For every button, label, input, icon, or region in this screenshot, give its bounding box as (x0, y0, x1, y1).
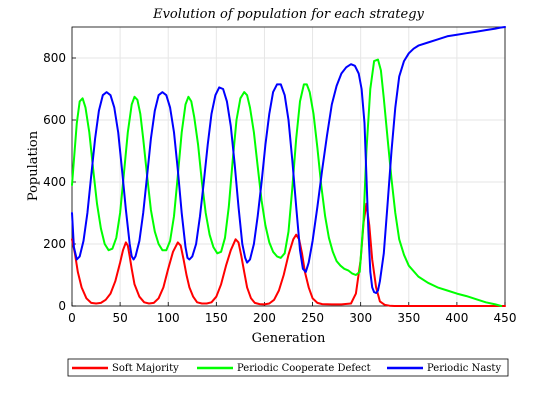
x-tick-label: 200 (253, 311, 276, 325)
x-axis-label: Generation (252, 331, 326, 346)
legend-label: Periodic Cooperate Defect (237, 363, 371, 374)
x-tick-label: 150 (205, 311, 228, 325)
y-tick-label: 200 (43, 237, 66, 251)
x-tick-label: 0 (68, 311, 76, 325)
y-tick-label: 0 (58, 299, 66, 313)
x-tick-label: 300 (349, 311, 372, 325)
x-tick-label: 50 (112, 311, 127, 325)
x-tick-label: 450 (494, 311, 517, 325)
y-tick-label: 800 (43, 51, 66, 65)
legend-label: Periodic Nasty (427, 363, 501, 374)
x-tick-label: 100 (157, 311, 180, 325)
x-tick-label: 350 (397, 311, 420, 325)
x-tick-label: 250 (301, 311, 324, 325)
y-axis-label: Population (26, 130, 41, 201)
chart-title: Evolution of population for each strateg… (152, 7, 424, 22)
x-tick-label: 400 (445, 311, 468, 325)
y-tick-label: 400 (43, 175, 66, 189)
y-tick-label: 600 (43, 113, 66, 127)
legend-label: Soft Majority (112, 363, 179, 374)
legend: Soft Majority Periodic Cooperate Defect Pe… (68, 359, 508, 376)
